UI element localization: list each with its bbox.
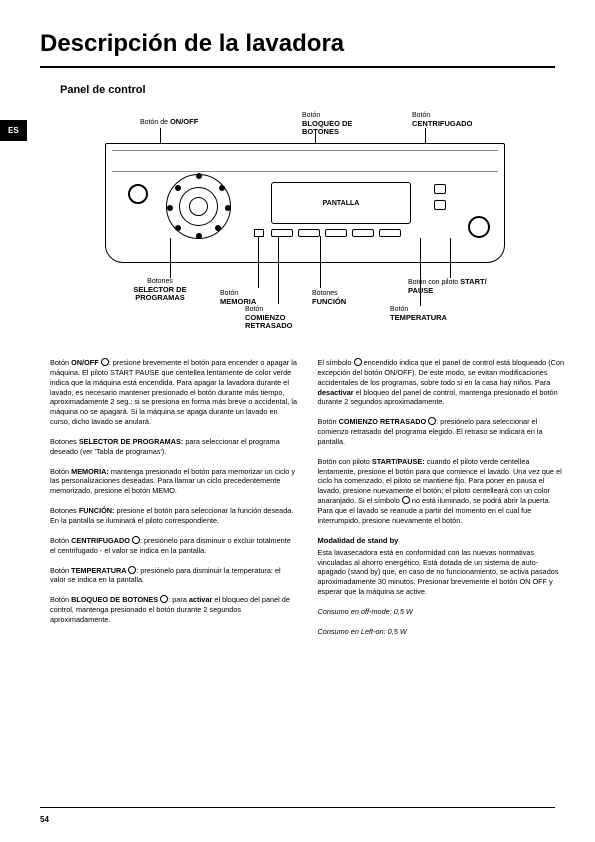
function-buttons-icon [271,229,401,237]
para-funcion: Botones FUNCIÓN: presione el botón para … [50,506,298,526]
para-bloqueo: Botón BLOQUEO DE BOTONES : para activar … [50,595,298,625]
label-memoria: BotónMEMORIA [220,290,256,306]
title-rule [40,66,555,68]
section-subtitle: Panel de control [60,84,555,96]
label-temperatura: BotónTEMPERATURA [390,306,447,322]
footer-rule [40,807,555,808]
para-consumo2: Consumo en Left-on: 0,5 W [318,627,566,637]
display-screen: PANTALLA [271,182,411,224]
para-consumo1: Consumo en off-mode: 0,5 W [318,607,566,617]
lock-icon [354,358,362,366]
label-bloqueo: BotónBLOQUEO DE BOTONES [302,112,362,137]
para-memoria: Botón MEMORIA: mantenga presionado el bo… [50,467,298,497]
control-panel-diagram: Botón de ON/OFF BotónBLOQUEO DE BOTONES … [50,108,565,338]
spin-icon [132,536,140,544]
para-temperatura: Botón TEMPERATURA : presiónelo para dism… [50,566,298,586]
right-column: El símbolo encendido indica que el panel… [318,358,566,647]
language-tab: ES [0,120,27,141]
para-centrifugado: Botón CENTRIFUGADO : presiónelo para dis… [50,536,298,556]
power-icon [101,358,109,366]
label-start: Botón con piloto START/ PAUSE [408,278,498,295]
lock-icon [160,595,168,603]
para-standby: Esta lavasecadora está en conformidad co… [318,548,566,597]
label-comienzo: BotónCOMIENZO RETRASADO [245,306,315,331]
memo-button-icon [254,229,264,237]
label-onoff: Botón de ON/OFF [140,118,198,127]
onoff-button-icon [128,184,148,204]
para-selector: Botones SELECTOR DE PROGRAMAS: para sele… [50,437,298,457]
side-buttons-icon [434,184,484,216]
start-button-icon [468,216,490,238]
door-icon [402,496,410,504]
para-onoff: Botón ON/OFF : presione brevemente el bo… [50,358,298,427]
body-columns: Botón ON/OFF : presione brevemente el bo… [50,358,565,647]
washer-panel: PANTALLA [105,143,505,263]
page-title: Descripción de la lavadora [40,30,555,58]
page-number: 54 [40,815,49,824]
label-centrifugado: BotónCENTRIFUGADO [412,112,472,128]
standby-heading: Modalidad de stand by [318,536,566,546]
label-funcion: BotonesFUNCIÓN [312,290,346,306]
program-dial-icon [166,174,231,239]
para-start: Botón con piloto START/PAUSE: cuando el … [318,457,566,526]
delay-icon [428,417,436,425]
left-column: Botón ON/OFF : presione brevemente el bo… [50,358,298,647]
label-selector: BotonesSELECTOR DE PROGRAMAS [120,278,200,303]
para-comienzo: Botón COMIENZO RETRASADO : presiónelo pa… [318,417,566,447]
para-simbolo: El símbolo encendido indica que el panel… [318,358,566,407]
